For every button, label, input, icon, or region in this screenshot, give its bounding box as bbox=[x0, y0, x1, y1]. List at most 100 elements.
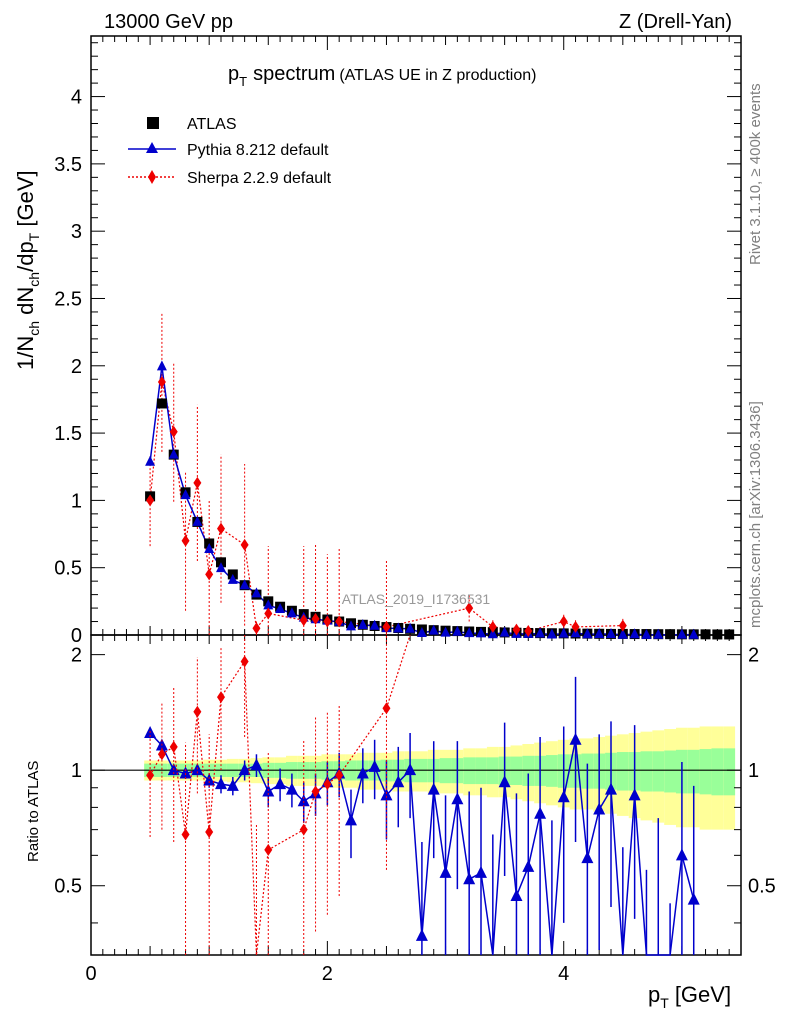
y-tick-label: 0.5 bbox=[54, 558, 82, 580]
sherpa-ratio-point bbox=[205, 826, 214, 839]
pythia-ratio-point bbox=[415, 928, 428, 941]
sherpa-point bbox=[571, 620, 580, 633]
sherpa-point bbox=[382, 620, 391, 633]
pythia-point bbox=[582, 628, 593, 639]
pythia-ratio-point bbox=[687, 892, 700, 905]
y-axis-label: 1/Nch dNch/dpT [GeV] bbox=[13, 170, 42, 370]
pythia-ratio-point bbox=[203, 773, 216, 786]
sherpa-ratio-point bbox=[146, 769, 155, 782]
pythia-point bbox=[227, 573, 238, 584]
sherpa-ratio-point bbox=[264, 843, 273, 856]
sherpa-point bbox=[205, 568, 214, 581]
pythia-ratio-point bbox=[427, 782, 440, 795]
legend-atlas-marker bbox=[147, 117, 159, 129]
mcplots-label: mcplots.cern.ch [arXiv:1306.3436] bbox=[747, 401, 764, 628]
sherpa-point bbox=[465, 602, 474, 615]
pythia-point bbox=[156, 360, 167, 371]
pythia-point bbox=[357, 618, 368, 629]
pythia-ratio-point bbox=[238, 763, 251, 776]
sherpa-point bbox=[323, 615, 332, 628]
pythia-ratio-point bbox=[356, 766, 369, 779]
pythia-point bbox=[369, 619, 380, 630]
sherpa-main-line bbox=[149, 381, 623, 632]
pythia-ratio-point bbox=[439, 865, 452, 878]
y-tick-label: 0 bbox=[71, 625, 82, 647]
band-inner-segment bbox=[522, 755, 535, 786]
pythia-ratio-point bbox=[534, 806, 547, 819]
energy-label: 13000 GeV pp bbox=[104, 11, 233, 33]
ratio-tick-label-left: 2 bbox=[71, 645, 82, 667]
band-inner-segment bbox=[723, 748, 736, 796]
sherpa-point bbox=[488, 620, 497, 633]
pythia-point bbox=[499, 626, 510, 637]
sherpa-ratio-point bbox=[181, 828, 190, 841]
pythia-point bbox=[168, 448, 179, 459]
pythia-point bbox=[617, 628, 628, 639]
pythia-ratio-point bbox=[593, 802, 606, 815]
sherpa-point bbox=[240, 538, 249, 551]
pythia-point bbox=[676, 628, 687, 639]
legend: ATLAS Pythia 8.212 default Sherpa 2.2.9 … bbox=[128, 116, 332, 187]
pythia-ratio-point bbox=[557, 790, 570, 803]
pythia-point bbox=[535, 627, 546, 638]
sherpa-ratio-point bbox=[193, 705, 202, 718]
band-inner-segment bbox=[699, 749, 712, 795]
sherpa-ratio-point bbox=[382, 702, 391, 715]
legend-atlas-label: ATLAS bbox=[187, 116, 237, 133]
pythia-point bbox=[416, 626, 427, 637]
pythia-ratio-point bbox=[285, 782, 298, 795]
analysis-id: ATLAS_2019_I1736531 bbox=[342, 591, 491, 607]
band-inner-segment bbox=[616, 752, 629, 791]
sherpa-point bbox=[264, 607, 273, 620]
pythia-ratio-point bbox=[475, 865, 487, 878]
sherpa-ratio-point bbox=[240, 655, 249, 668]
pythia-ratio-point bbox=[569, 732, 582, 745]
sherpa-point bbox=[181, 534, 190, 547]
sherpa-point bbox=[217, 522, 225, 535]
x-tick-label: 2 bbox=[322, 963, 333, 985]
sherpa-ratio-point bbox=[157, 748, 166, 761]
y-tick-label: 4 bbox=[71, 87, 82, 109]
pythia-point bbox=[180, 489, 191, 500]
legend-pythia-marker bbox=[146, 142, 158, 153]
sherpa-ratio-point bbox=[169, 740, 178, 753]
legend-sherpa-label: Sherpa 2.2.9 default bbox=[187, 170, 332, 187]
pythia-ratio-point bbox=[215, 777, 227, 790]
ratio-y-axis-label: Ratio to ATLAS bbox=[25, 761, 42, 862]
pythia-point bbox=[476, 627, 486, 638]
pythia-ratio-point bbox=[380, 788, 393, 801]
pythia-ratio-point bbox=[345, 813, 357, 826]
sherpa-ratio-point bbox=[299, 823, 308, 836]
pythia-ratio-point bbox=[510, 889, 523, 902]
pythia-ratio-point bbox=[498, 775, 511, 788]
y-tick-label: 1 bbox=[71, 490, 82, 512]
process-label: Z (Drell-Yan) bbox=[619, 11, 732, 33]
sherpa-point bbox=[311, 612, 320, 625]
sherpa-point bbox=[618, 619, 627, 632]
sherpa-point bbox=[524, 624, 533, 637]
sherpa-point bbox=[299, 614, 308, 627]
sherpa-point bbox=[157, 375, 166, 388]
pythia-point bbox=[629, 628, 640, 639]
y-tick-label: 2 bbox=[71, 356, 82, 378]
pythia-point bbox=[594, 628, 605, 639]
ratio-tick-label-right: 1 bbox=[748, 760, 759, 782]
pythia-point bbox=[204, 542, 215, 553]
pythia-ratio-point bbox=[451, 792, 464, 805]
sherpa-point bbox=[252, 622, 261, 635]
pythia-point bbox=[428, 624, 439, 635]
sherpa-ratio-point bbox=[323, 778, 332, 791]
sherpa-point bbox=[335, 615, 344, 628]
pythia-point bbox=[440, 626, 451, 637]
chart-title: pT spectrum (ATLAS UE in Z production) bbox=[228, 63, 536, 89]
x-axis-label: pT [GeV] bbox=[648, 982, 731, 1011]
pythia-ratio-point bbox=[297, 794, 310, 807]
pythia-ratio-point bbox=[368, 759, 381, 772]
pythia-point bbox=[546, 628, 557, 639]
rivet-label: Rivet 3.1.10, ≥ 400k events bbox=[747, 83, 764, 265]
pythia-ratio-point bbox=[463, 872, 476, 885]
band-inner-segment bbox=[640, 751, 653, 792]
pythia-point bbox=[251, 587, 262, 598]
pythia-ratio-point bbox=[226, 778, 239, 791]
sherpa-point bbox=[193, 476, 202, 489]
